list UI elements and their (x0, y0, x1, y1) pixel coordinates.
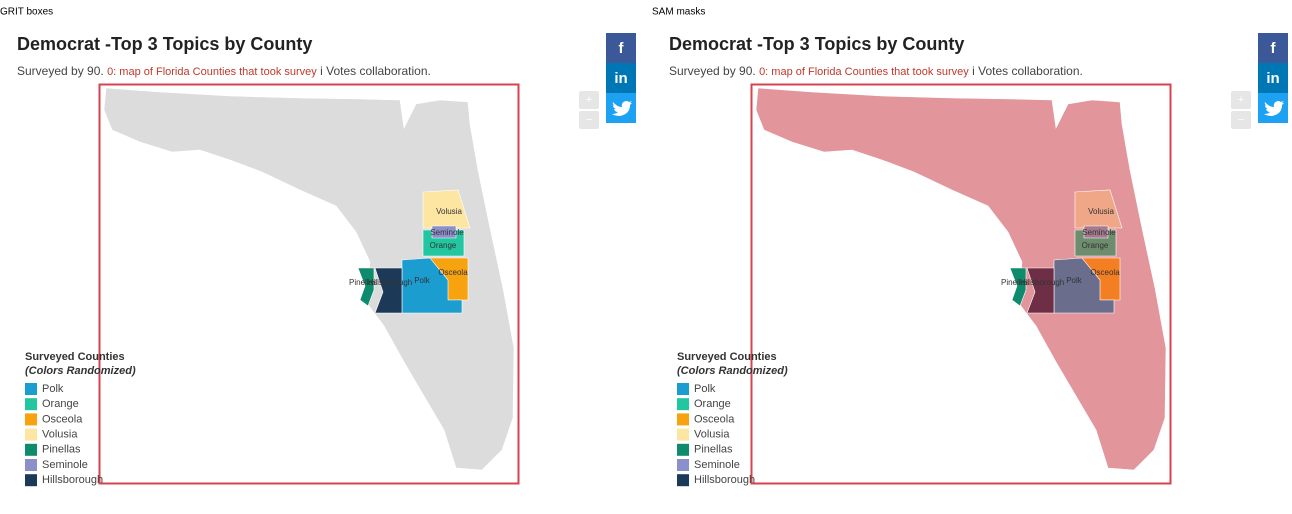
county[interactable] (1009, 267, 1027, 307)
zoom-label: − (586, 114, 592, 126)
county[interactable] (401, 257, 463, 314)
subtitle: Surveyed by 90. 0: map of Florida Counti… (669, 64, 1083, 78)
zoom-button[interactable] (579, 91, 599, 109)
social-icon: in (614, 70, 627, 87)
social-button[interactable] (606, 33, 636, 63)
legend-item[interactable]: Polk (42, 383, 64, 395)
legend-swatch (25, 383, 37, 395)
zoom-label: + (1238, 94, 1244, 106)
legend-swatch (25, 459, 37, 471)
county-label: Polk (1066, 276, 1083, 285)
county-label: Osceola (1090, 268, 1120, 277)
panel-label: GRIT boxes (0, 7, 53, 18)
county-label: Osceola (438, 268, 468, 277)
legend-item[interactable]: Seminole (42, 459, 88, 471)
legend-swatch (25, 398, 37, 411)
county-label: Seminole (430, 228, 464, 237)
legend-item[interactable]: Polk (694, 383, 716, 395)
subtitle-suffix: i Votes collaboration. (320, 64, 431, 78)
county-label: Hillsborough (368, 278, 412, 287)
panel: SAM masks Democrat -Top 3 Topics by Count… (652, 7, 1288, 487)
legend-item[interactable]: Pinellas (694, 444, 733, 456)
subtitle-prefix: Surveyed by 90. (17, 64, 104, 78)
legend-item[interactable]: Hillsborough (694, 474, 755, 486)
legend-item[interactable]: Pinellas (42, 444, 81, 456)
panel: GRIT boxes Democrat -Top 3 Topics by Coun… (0, 7, 636, 487)
social-icon: f (619, 40, 625, 57)
title: Democrat -Top 3 Topics by County (17, 34, 312, 54)
county[interactable] (1026, 267, 1055, 314)
county-label: Hillsborough (1020, 278, 1064, 287)
county-label: Seminole (1082, 228, 1116, 237)
county-label: Orange (1082, 241, 1109, 250)
county-label: Orange (430, 241, 457, 250)
county-label: Pinellas (349, 278, 377, 287)
social-button[interactable] (1258, 63, 1288, 93)
county-label: Pinellas (1001, 278, 1029, 287)
zoom-label: + (586, 94, 592, 106)
legend-item[interactable]: Hillsborough (42, 474, 103, 486)
legend-item[interactable]: Osceola (694, 413, 735, 425)
zoom-button[interactable] (1231, 91, 1251, 109)
legend-item[interactable]: Volusia (42, 429, 78, 441)
social-button[interactable] (606, 63, 636, 93)
legend-swatch (677, 474, 689, 487)
legend-swatch (25, 443, 37, 456)
social-icon: f (1271, 40, 1277, 57)
county[interactable] (357, 267, 375, 307)
social-icon: in (1266, 70, 1279, 87)
detection-box (750, 83, 1172, 485)
legend-subtitle: (Colors Randomized) (677, 365, 788, 377)
legend-swatch (677, 459, 689, 471)
legend-swatch (677, 413, 689, 426)
detection-box (98, 83, 520, 485)
legend-title: Surveyed Counties (25, 351, 125, 363)
subtitle-link[interactable]: 0: map of Florida Counties that took sur… (107, 66, 317, 78)
legend-swatch (677, 398, 689, 411)
subtitle: Surveyed by 90. 0: map of Florida Counti… (17, 64, 431, 78)
legend-subtitle: (Colors Randomized) (25, 365, 136, 377)
legend-swatch (25, 413, 37, 426)
legend-swatch (25, 428, 37, 441)
county-label: Volusia (436, 207, 462, 216)
county[interactable] (1074, 189, 1123, 229)
subtitle-suffix: i Votes collaboration. (972, 64, 1083, 78)
county[interactable] (431, 225, 457, 239)
county[interactable] (374, 267, 403, 314)
legend-item[interactable]: Osceola (42, 413, 83, 425)
legend-item[interactable]: Volusia (694, 429, 730, 441)
legend-item[interactable]: Orange (694, 398, 731, 410)
subtitle-prefix: Surveyed by 90. (669, 64, 756, 78)
state-shape (103, 87, 515, 471)
panel-label: SAM masks (652, 7, 705, 18)
legend-item[interactable]: Seminole (694, 459, 740, 471)
county[interactable] (1083, 225, 1109, 239)
twitter-icon (612, 101, 632, 116)
subtitle-link[interactable]: 0: map of Florida Counties that took sur… (759, 66, 969, 78)
county-label: Polk (414, 276, 431, 285)
county-label: Volusia (1088, 207, 1114, 216)
title: Democrat -Top 3 Topics by County (669, 34, 964, 54)
legend-swatch (677, 443, 689, 456)
twitter-icon (1264, 101, 1284, 116)
county[interactable] (1053, 257, 1115, 314)
legend-title: Surveyed Counties (677, 351, 777, 363)
zoom-button[interactable] (1231, 111, 1251, 129)
legend-swatch (677, 383, 689, 395)
zoom-button[interactable] (579, 111, 599, 129)
legend-item[interactable]: Orange (42, 398, 79, 410)
social-button[interactable] (1258, 33, 1288, 63)
legend-swatch (25, 474, 37, 487)
legend-swatch (677, 428, 689, 441)
county[interactable] (422, 189, 471, 229)
state-shape (755, 87, 1167, 471)
zoom-label: − (1238, 114, 1244, 126)
